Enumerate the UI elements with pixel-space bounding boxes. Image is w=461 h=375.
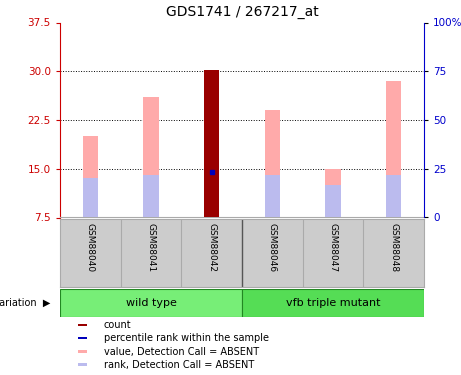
Text: wild type: wild type (125, 298, 177, 308)
Text: genotype/variation  ▶: genotype/variation ▶ (0, 298, 51, 308)
Bar (78, 363, 87, 366)
Bar (265, 110, 280, 218)
Bar (325, 169, 341, 217)
Text: GSM88040: GSM88040 (86, 223, 95, 272)
Text: GSM88048: GSM88048 (389, 223, 398, 272)
Bar (242, 289, 424, 317)
Bar (204, 70, 219, 217)
Bar (60, 289, 242, 317)
Text: vfb triple mutant: vfb triple mutant (286, 298, 380, 308)
Bar (83, 178, 98, 218)
Text: GSM88047: GSM88047 (329, 223, 337, 272)
Bar (143, 97, 159, 218)
Title: GDS1741 / 267217_at: GDS1741 / 267217_at (165, 5, 319, 19)
Text: percentile rank within the sample: percentile rank within the sample (104, 333, 269, 344)
Text: GSM88042: GSM88042 (207, 223, 216, 272)
Text: GSM88046: GSM88046 (268, 223, 277, 272)
Bar (386, 175, 402, 217)
Bar (83, 136, 98, 218)
Text: rank, Detection Call = ABSENT: rank, Detection Call = ABSENT (104, 360, 254, 370)
Bar (265, 175, 280, 217)
Bar (78, 337, 87, 339)
Text: value, Detection Call = ABSENT: value, Detection Call = ABSENT (104, 346, 259, 357)
Bar (143, 175, 159, 217)
Bar (78, 350, 87, 352)
Text: GSM88041: GSM88041 (147, 223, 155, 272)
Bar (204, 70, 219, 217)
Text: count: count (104, 320, 131, 330)
Bar (386, 81, 402, 218)
Bar (78, 324, 87, 326)
Bar (325, 185, 341, 218)
